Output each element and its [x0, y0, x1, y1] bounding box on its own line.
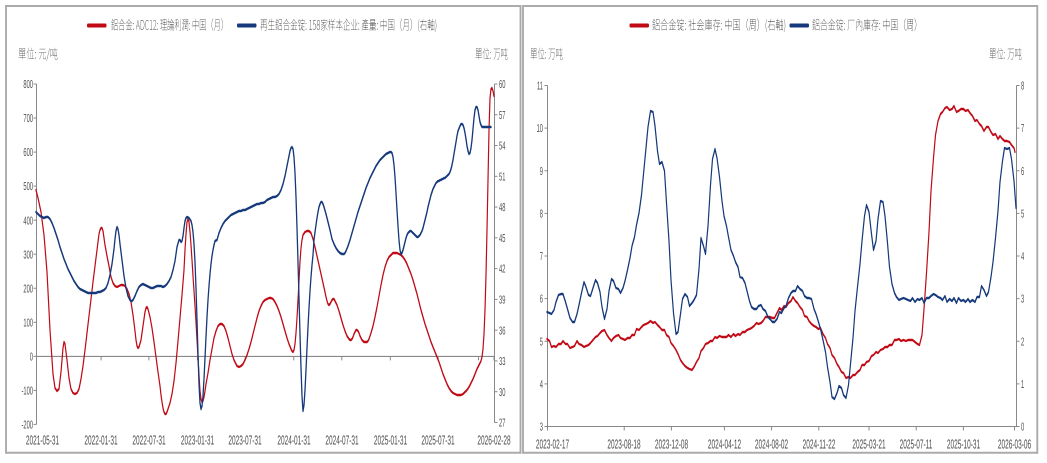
svg-text:45: 45 — [499, 233, 505, 245]
svg-text:2025-07-11: 2025-07-11 — [900, 437, 933, 452]
svg-text:-100: -100 — [21, 386, 33, 398]
svg-text:2024-07-31: 2024-07-31 — [325, 433, 358, 448]
svg-text:600: 600 — [23, 147, 33, 159]
svg-text:2023-07-31: 2023-07-31 — [228, 433, 261, 448]
svg-text:7: 7 — [540, 251, 543, 263]
svg-text:2022-07-31: 2022-07-31 — [132, 433, 165, 448]
svg-text:2023-01-31: 2023-01-31 — [181, 433, 214, 448]
svg-text:2024-08-02: 2024-08-02 — [755, 437, 788, 452]
svg-text:0: 0 — [30, 351, 33, 363]
svg-text:33: 33 — [499, 356, 505, 368]
svg-text:2023-02-17: 2023-02-17 — [536, 437, 569, 452]
svg-text:27: 27 — [499, 418, 505, 430]
svg-text:11: 11 — [537, 81, 543, 93]
svg-text:10: 10 — [537, 123, 543, 135]
svg-text:2022-01-31: 2022-01-31 — [84, 433, 117, 448]
svg-text:9: 9 — [540, 166, 543, 178]
svg-text:51: 51 — [499, 171, 505, 183]
svg-text:30: 30 — [499, 387, 505, 399]
svg-text:400: 400 — [23, 215, 33, 227]
svg-text:6: 6 — [1021, 166, 1024, 178]
svg-text:0: 0 — [1021, 422, 1024, 434]
svg-text:2021-05-31: 2021-05-31 — [26, 433, 59, 448]
svg-text:4: 4 — [1021, 251, 1025, 263]
svg-text:2025-03-21: 2025-03-21 — [852, 437, 885, 452]
svg-text:2023-08-18: 2023-08-18 — [607, 437, 640, 452]
svg-text:42: 42 — [499, 264, 505, 276]
svg-text:2026-02-28: 2026-02-28 — [477, 433, 510, 448]
svg-text:-200: -200 — [21, 420, 33, 432]
svg-text:39: 39 — [499, 295, 505, 307]
svg-text:57: 57 — [499, 110, 505, 122]
svg-text:5: 5 — [540, 336, 543, 348]
svg-text:500: 500 — [23, 181, 33, 193]
svg-text:4: 4 — [540, 379, 544, 391]
svg-text:7: 7 — [1021, 123, 1024, 135]
svg-text:8: 8 — [540, 209, 543, 221]
svg-text:6: 6 — [540, 294, 543, 306]
svg-text:60: 60 — [499, 79, 505, 91]
svg-text:2024-01-31: 2024-01-31 — [277, 433, 310, 448]
svg-text:48: 48 — [499, 202, 505, 214]
svg-text:200: 200 — [23, 283, 33, 295]
svg-text:2025-10-31: 2025-10-31 — [947, 437, 980, 452]
svg-text:2024-11-22: 2024-11-22 — [803, 437, 836, 452]
svg-text:2: 2 — [1021, 336, 1024, 348]
svg-text:3: 3 — [1021, 294, 1024, 306]
svg-text:2025-01-31: 2025-01-31 — [374, 433, 407, 448]
svg-text:1: 1 — [1021, 379, 1024, 391]
svg-text:300: 300 — [23, 249, 33, 261]
svg-text:700: 700 — [23, 113, 33, 125]
svg-text:2024-04-12: 2024-04-12 — [708, 437, 741, 452]
svg-text:3: 3 — [540, 422, 543, 434]
svg-text:54: 54 — [499, 141, 506, 153]
svg-text:36: 36 — [499, 325, 505, 337]
svg-text:100: 100 — [23, 317, 33, 329]
svg-text:2025-07-31: 2025-07-31 — [421, 433, 454, 448]
svg-text:5: 5 — [1021, 209, 1024, 221]
svg-text:2026-03-06: 2026-03-06 — [998, 437, 1031, 452]
svg-text:800: 800 — [23, 79, 33, 91]
svg-text:8: 8 — [1021, 81, 1024, 93]
svg-text:2023-12-08: 2023-12-08 — [655, 437, 688, 452]
